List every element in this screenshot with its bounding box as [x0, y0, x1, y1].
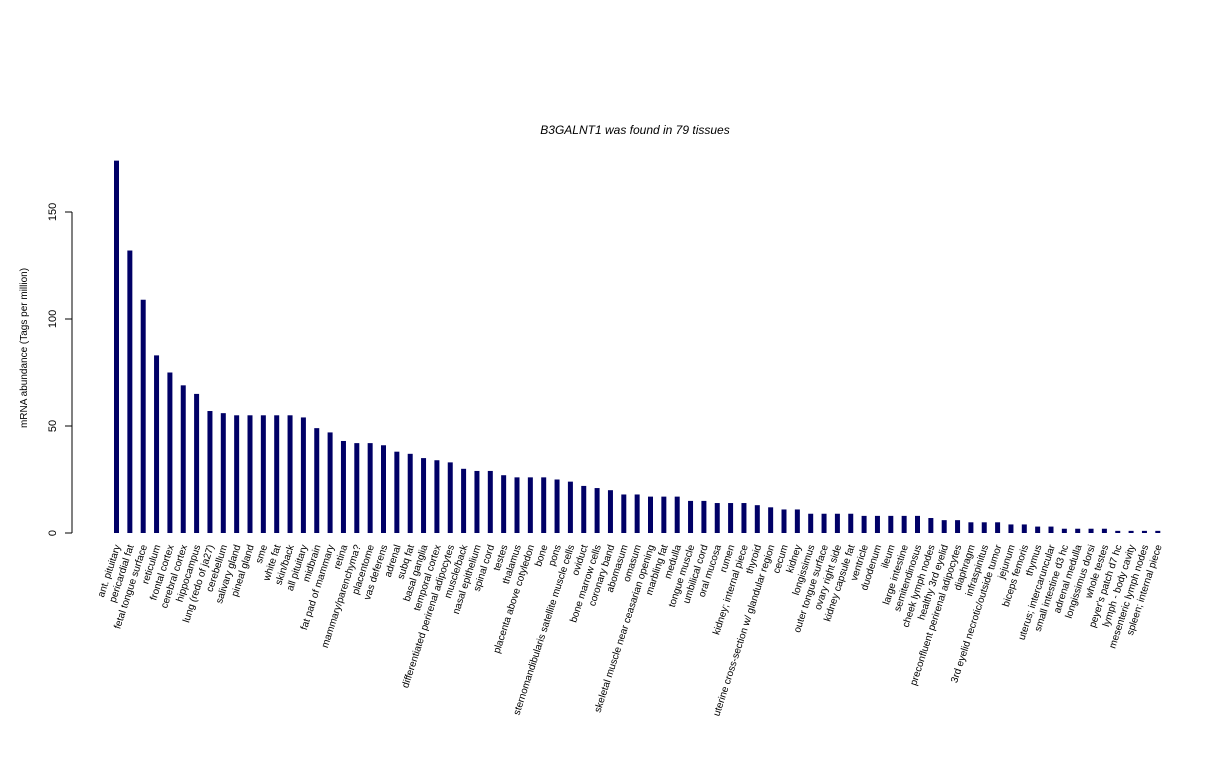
bar — [114, 160, 119, 533]
bar — [981, 522, 987, 533]
bar — [928, 518, 934, 533]
bar — [1115, 530, 1121, 533]
bar — [674, 496, 680, 533]
y-axis: 0 50 100 150 — [47, 203, 73, 536]
bar — [300, 417, 306, 533]
bar — [688, 500, 694, 533]
bar — [1128, 530, 1134, 533]
bar — [487, 470, 493, 533]
bar — [634, 494, 640, 533]
y-tick-label: 150 — [47, 203, 59, 221]
y-tick-label: 50 — [47, 420, 59, 432]
bar — [848, 513, 854, 533]
bar — [648, 496, 653, 533]
bar — [180, 385, 186, 533]
bar — [808, 513, 814, 533]
bar — [955, 520, 961, 533]
bar — [274, 415, 280, 533]
bar — [514, 477, 520, 533]
bar — [154, 355, 160, 533]
bar — [1021, 524, 1027, 533]
bars — [114, 160, 1161, 533]
bar — [581, 485, 587, 533]
bar — [607, 490, 613, 533]
bar — [901, 515, 907, 533]
bar — [888, 515, 894, 533]
bar — [527, 477, 533, 533]
bar — [754, 505, 760, 533]
bar — [461, 468, 467, 533]
y-tick-label: 0 — [47, 530, 59, 536]
bar — [1008, 524, 1014, 533]
bar — [407, 453, 413, 533]
bar — [834, 513, 840, 533]
bar — [327, 432, 333, 533]
bar — [367, 443, 373, 533]
bar — [1061, 528, 1067, 533]
bar — [541, 477, 547, 533]
bar — [474, 470, 480, 533]
bar — [728, 503, 734, 533]
bar — [781, 509, 787, 533]
bar — [768, 507, 774, 533]
bar — [861, 515, 867, 533]
y-axis-label: mRNA abundance (Tags per million) — [19, 268, 30, 428]
bar — [1141, 530, 1147, 533]
bar — [447, 462, 453, 533]
bar — [941, 520, 947, 533]
bar — [621, 494, 627, 533]
bar — [567, 481, 573, 533]
bar — [554, 479, 560, 533]
chart-title: B3GALNT1 was found in 79 tissues — [540, 123, 729, 137]
bar — [1155, 530, 1161, 533]
bar — [501, 475, 507, 533]
bar — [995, 522, 1001, 533]
bar — [1088, 528, 1094, 533]
bar — [381, 445, 386, 533]
bar — [434, 460, 440, 533]
bar — [140, 299, 146, 533]
bar — [714, 503, 720, 533]
bar — [421, 458, 427, 533]
bar — [821, 513, 827, 533]
bar — [394, 451, 400, 533]
bar — [167, 372, 173, 533]
bar — [194, 393, 200, 533]
bar — [794, 509, 800, 533]
bar — [741, 503, 747, 533]
bar — [594, 488, 600, 533]
bar — [340, 440, 346, 533]
bar — [314, 428, 320, 533]
bar — [1101, 528, 1107, 533]
bar — [354, 443, 360, 533]
bar — [1048, 526, 1054, 533]
bar — [701, 500, 707, 533]
bar — [247, 415, 253, 533]
bar — [915, 515, 920, 533]
y-tick-label: 100 — [47, 310, 59, 328]
bar — [1075, 528, 1081, 533]
bar — [234, 415, 240, 533]
bar — [1035, 526, 1041, 533]
bar — [968, 522, 974, 533]
bar — [127, 250, 133, 533]
bar — [220, 413, 226, 533]
bar — [661, 496, 667, 533]
bar — [260, 415, 266, 533]
bar — [874, 515, 880, 533]
bar — [287, 415, 293, 533]
bar — [207, 411, 213, 533]
